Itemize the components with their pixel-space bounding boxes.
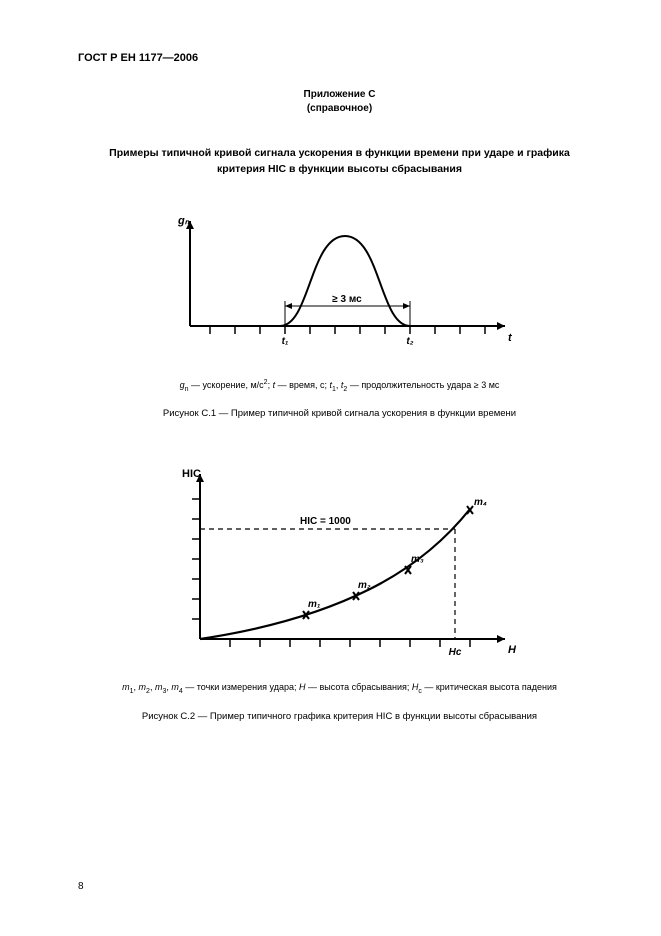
figure-c2-caption: Рисунок С.2 — Пример типичного графика к… — [78, 711, 601, 722]
figure-c1-legend: gn — ускорение, м/с2; t — время, с; t1, … — [78, 378, 601, 395]
figure-c2-svg: HIC = 1000 m₁ m₂ m₃ m₄ HIC H Hc — [150, 459, 530, 669]
m1-label: m₁ — [308, 599, 321, 610]
m4-label: m₄ — [474, 497, 487, 508]
figure-c2: HIC = 1000 m₁ m₂ m₃ m₄ HIC H Hc — [78, 459, 601, 669]
annex-block: Приложение С (справочное) — [78, 88, 601, 116]
annex-line1: Приложение С — [78, 88, 601, 102]
figure-c1: ≥ 3 мс gₙ t t₁ t₂ — [78, 206, 601, 366]
figure-c2-legend: m1, m2, m3, m4 — точки измерения удара; … — [78, 681, 601, 697]
y-axis-label: gₙ — [177, 215, 190, 227]
t1-label: t₁ — [281, 336, 288, 347]
figure-c1-caption: Рисунок С.1 — Пример типичной кривой сиг… — [78, 408, 601, 419]
document-header: ГОСТ Р ЕН 1177—2006 — [78, 52, 601, 64]
x-axis-label: t — [508, 332, 513, 344]
duration-label: ≥ 3 мс — [332, 294, 362, 305]
hic-line-label: HIC = 1000 — [300, 516, 351, 527]
section-title: Примеры типичной кривой сигнала ускорени… — [78, 146, 601, 178]
figure-c1-svg: ≥ 3 мс gₙ t t₁ t₂ — [150, 206, 530, 366]
section-title-line1: Примеры типичной кривой сигнала ускорени… — [78, 146, 601, 162]
t2-label: t₂ — [406, 336, 413, 347]
m3-label: m₃ — [411, 554, 424, 565]
page-number: 8 — [78, 881, 84, 892]
x-axis-label-2: H — [508, 644, 517, 656]
annex-line2: (справочное) — [78, 102, 601, 116]
m2-label: m₂ — [358, 580, 371, 591]
section-title-line2: критерия HIC в функции высоты сбрасывани… — [78, 162, 601, 178]
hc-label: Hc — [448, 647, 461, 658]
y-axis-label-2: HIC — [182, 468, 201, 480]
